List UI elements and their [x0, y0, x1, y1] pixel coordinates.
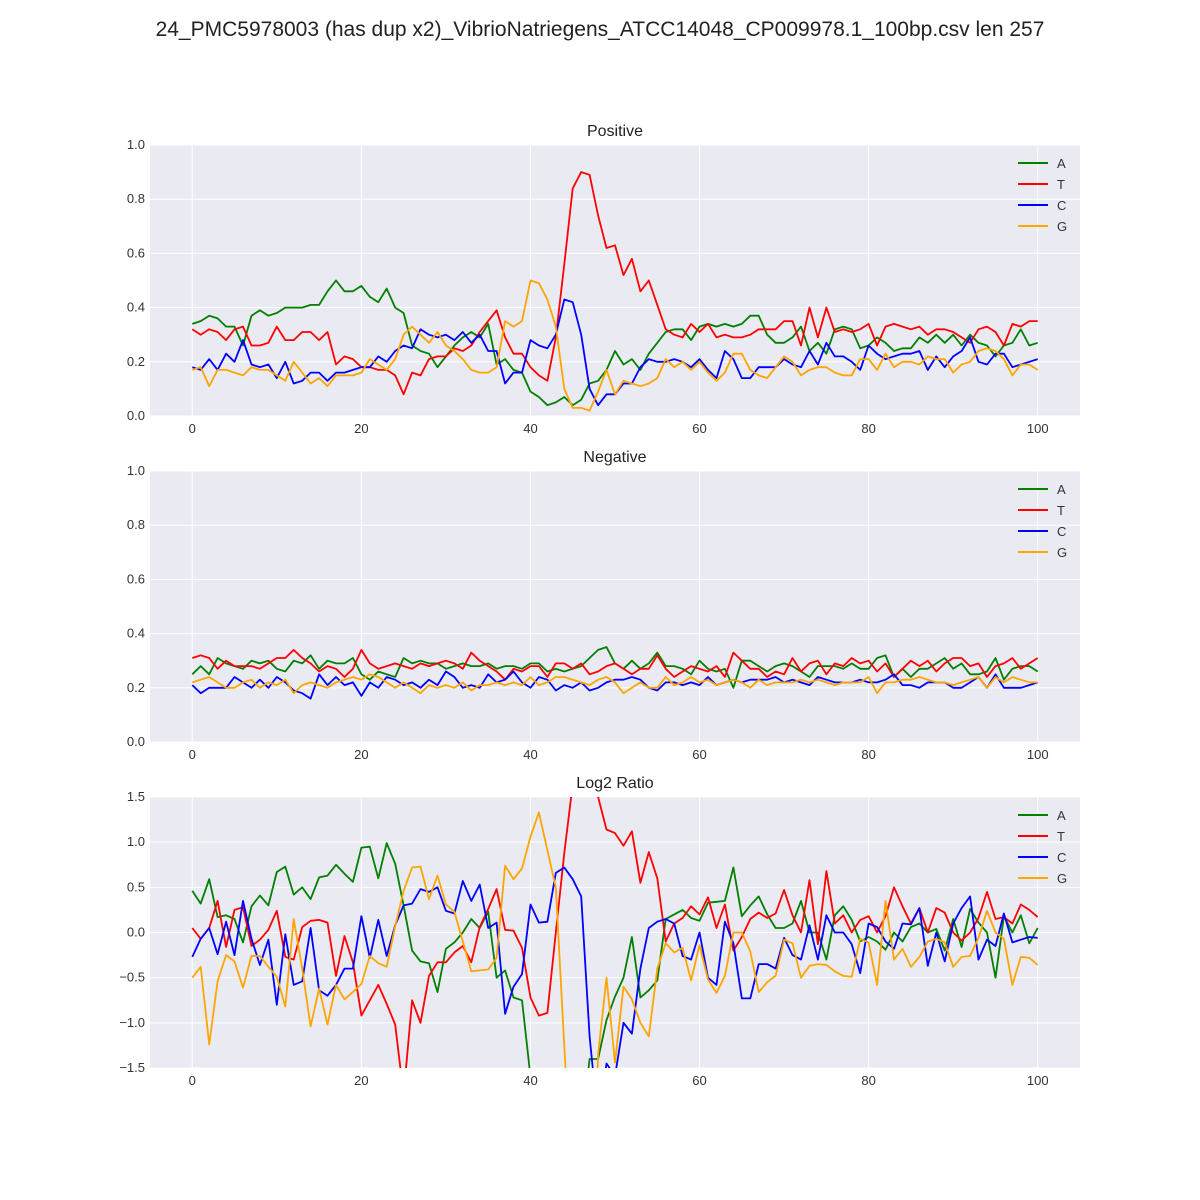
legend-label-A: A [1057, 156, 1066, 171]
x-tick-label: 100 [1027, 747, 1049, 762]
y-tick-label: −0.5 [119, 970, 145, 985]
subplot-title: Positive [587, 123, 643, 140]
legend-label-T: T [1057, 177, 1065, 192]
x-tick-label: 20 [354, 747, 368, 762]
legend-label-C: C [1057, 198, 1066, 213]
series-line-T [191, 171, 1038, 396]
x-tick-label: 0 [189, 747, 196, 762]
y-tick-label: −1.0 [119, 1015, 145, 1030]
subplot-1: 0.0 0.2 0.4 0.6 0.8 1.0 0 20 40 60 80 100 Negative AT… [127, 449, 1080, 762]
x-tick-label: 0 [189, 1073, 196, 1088]
x-tick-label: 100 [1027, 1073, 1049, 1088]
plot-area [150, 145, 1080, 416]
x-tick-label: 0 [189, 421, 196, 436]
y-tick-label: 0.0 [127, 925, 145, 940]
y-tick-label: 1.0 [127, 834, 145, 849]
legend-label-T: T [1057, 503, 1065, 518]
x-tick-label: 20 [354, 1073, 368, 1088]
y-tick-label: 0.0 [127, 408, 145, 423]
y-tick-label: 1.0 [127, 137, 145, 152]
y-tick-label: 0.8 [127, 191, 145, 206]
series-line-G [192, 673, 1038, 695]
series-line-G [192, 279, 1039, 412]
subplot-2: −1.5 −1.0 −0.5 0.0 0.5 1.0 1.5 0 20 40 60 80 100 Log2… [119, 775, 1080, 1088]
subplot-0: 0.0 0.2 0.4 0.6 0.8 1.0 0 20 40 60 80 100 Positive AT… [127, 123, 1080, 436]
series-line-T [191, 797, 1039, 1068]
x-tick-label: 80 [861, 421, 875, 436]
series-line-A [191, 842, 1039, 1068]
series-line-G [191, 811, 1039, 1068]
subplot-title: Negative [583, 449, 646, 466]
y-tick-label: 0.8 [127, 517, 145, 532]
x-tick-label: 20 [354, 421, 368, 436]
legend-label-G: G [1057, 545, 1067, 560]
y-tick-label: 0.6 [127, 245, 145, 260]
legend-label-C: C [1057, 524, 1066, 539]
subplot-title: Log2 Ratio [576, 775, 653, 792]
y-tick-label: 0.2 [127, 680, 145, 695]
plot-area [150, 471, 1080, 742]
series-group [191, 797, 1039, 1068]
x-tick-label: 60 [692, 747, 706, 762]
y-tick-label: 1.0 [127, 463, 145, 478]
x-tick-label: 100 [1027, 421, 1049, 436]
legend-label-A: A [1057, 808, 1066, 823]
y-tick-label: 0.4 [127, 300, 145, 315]
x-tick-label: 40 [523, 1073, 537, 1088]
series-line-A [192, 279, 1038, 407]
y-tick-label: 0.0 [127, 734, 145, 749]
series-line-C [191, 866, 1038, 1068]
series-line-C [191, 670, 1038, 700]
series-group [191, 171, 1039, 412]
x-tick-label: 80 [861, 1073, 875, 1088]
legend-label-C: C [1057, 850, 1066, 865]
y-tick-label: 0.2 [127, 354, 145, 369]
legend-label-G: G [1057, 219, 1067, 234]
y-tick-label: 0.6 [127, 571, 145, 586]
figure-title: 24_PMC5978003 (has dup x2)_VibrioNatrieg… [155, 18, 1045, 41]
x-tick-label: 80 [861, 747, 875, 762]
x-tick-label: 60 [692, 1073, 706, 1088]
y-tick-label: 0.5 [127, 879, 145, 894]
x-tick-label: 60 [692, 421, 706, 436]
y-tick-label: 1.5 [127, 789, 145, 804]
x-tick-label: 40 [523, 747, 537, 762]
legend-label-G: G [1057, 871, 1067, 886]
legend-label-A: A [1057, 482, 1066, 497]
legend-label-T: T [1057, 829, 1065, 844]
x-tick-label: 40 [523, 421, 537, 436]
series-line-T [192, 649, 1039, 681]
series-group [191, 646, 1039, 700]
y-tick-label: 0.4 [127, 626, 145, 641]
y-tick-label: −1.5 [119, 1060, 145, 1075]
